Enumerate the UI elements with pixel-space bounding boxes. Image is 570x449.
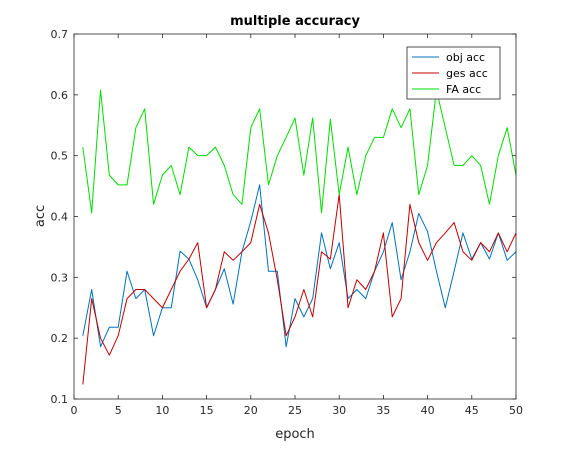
x-tick-label: 15 bbox=[200, 404, 214, 417]
y-tick-label: 0.7 bbox=[51, 28, 69, 41]
x-tick-label: 40 bbox=[421, 404, 435, 417]
legend: obj acc ges acc FA acc bbox=[406, 46, 501, 100]
x-tick-label: 25 bbox=[288, 404, 302, 417]
x-tick-label: 5 bbox=[115, 404, 122, 417]
x-tick-label: 20 bbox=[244, 404, 258, 417]
y-tick-label: 0.3 bbox=[51, 271, 69, 284]
y-tick-label: 0.6 bbox=[51, 89, 69, 102]
ticks-layer: 0 5 10 15 20 25 30 35 40 45 50 0.1 0.2 0.3 0.4 0.5 0.6 0.… bbox=[51, 28, 524, 417]
legend-label: obj acc bbox=[446, 51, 485, 64]
x-tick-label: 30 bbox=[332, 404, 346, 417]
y-tick-label: 0.2 bbox=[51, 332, 69, 345]
y-tick-label: 0.5 bbox=[51, 150, 69, 163]
x-tick-label: 0 bbox=[71, 404, 78, 417]
x-tick-label: 50 bbox=[509, 404, 523, 417]
series-line-obj-acc bbox=[82, 184, 517, 348]
x-tick-label: 35 bbox=[376, 404, 390, 417]
series-line-ges-acc bbox=[82, 194, 517, 385]
series-layer bbox=[82, 89, 517, 385]
x-axis-label: epoch bbox=[275, 427, 315, 442]
x-tick-label: 45 bbox=[465, 404, 479, 417]
y-tick-label: 0.1 bbox=[51, 393, 69, 406]
legend-label: FA acc bbox=[446, 83, 481, 96]
legend-label: ges acc bbox=[446, 67, 488, 80]
chart-title: multiple accuracy bbox=[230, 14, 360, 29]
y-axis-label: acc bbox=[33, 205, 48, 227]
y-tick-label: 0.4 bbox=[51, 211, 69, 224]
x-tick-label: 10 bbox=[155, 404, 169, 417]
series-line-fa-acc bbox=[82, 89, 517, 214]
